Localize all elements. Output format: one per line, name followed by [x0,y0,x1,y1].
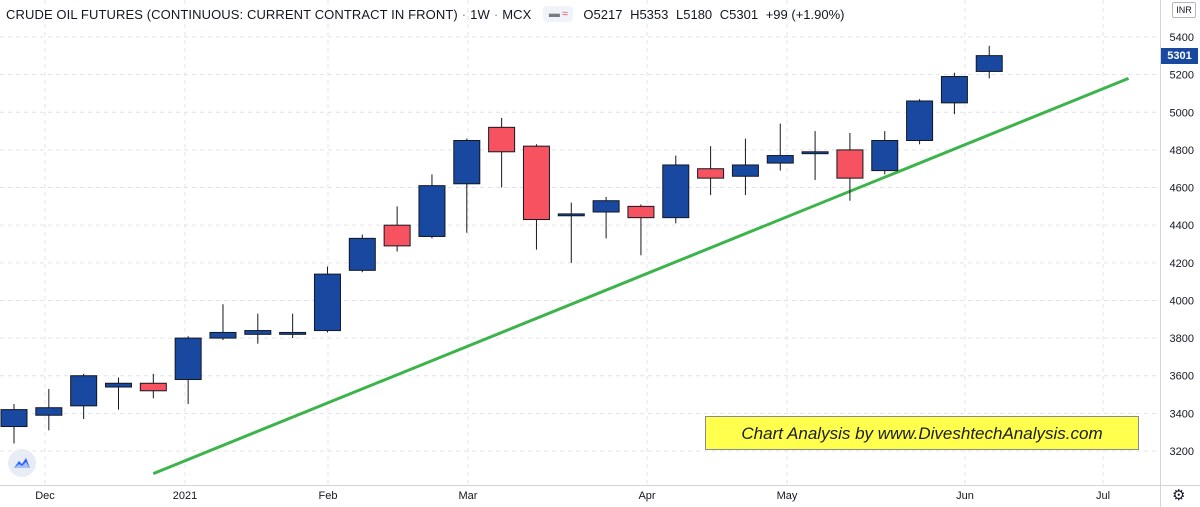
ohlc-legend: O5217 H5353 L5180 C5301 +99 (+1.90%) [583,7,848,22]
open-value: 5217 [593,6,623,22]
candle-body [70,375,98,407]
low-label: L [676,6,684,22]
candle-body [209,331,237,339]
candle-body [488,126,516,153]
candle-body [592,200,620,213]
change-value: +99 (+1.90%) [765,6,845,22]
low-value: 5180 [683,6,713,22]
y-tick-label: 5400 [1170,32,1194,44]
candle-body [801,151,829,155]
high-label: H [630,6,640,22]
currency-label[interactable]: INR [1172,2,1196,18]
x-tick-label: Jun [956,490,974,502]
candle-body [731,164,759,177]
x-tick-label: Jul [1096,490,1110,502]
candle-body [0,409,28,428]
candle-body [453,140,481,185]
x-tick-label: Mar [459,490,478,502]
high-value: 5353 [639,6,669,22]
candle-body [313,273,341,332]
candle-body [104,382,132,388]
header-separator: · [461,6,467,22]
candle-body [174,337,202,380]
y-tick-label: 4800 [1170,145,1194,157]
candle-body [871,140,899,172]
y-tick-label: 4600 [1170,183,1194,195]
y-tick-label: 5200 [1170,70,1194,82]
y-tick-label: 4400 [1170,220,1194,232]
exchange-label: MCX [502,6,532,22]
x-tick-label: Apr [638,490,655,502]
close-label: C [719,6,730,22]
symbol-title[interactable]: CRUDE OIL FUTURES (CONTINUOUS: CURRENT C… [6,6,458,22]
y-tick-label: 5000 [1170,107,1194,119]
candle-body [836,149,864,179]
candle-body [662,164,690,219]
candle-body [906,100,934,141]
candle-body [766,155,794,164]
x-tick-label: Feb [319,490,338,502]
candle-body [348,237,376,271]
logo-shape [14,458,30,468]
x-tick-label: 2021 [173,490,197,502]
trendline [152,77,1130,475]
y-tick-label: 4200 [1170,258,1194,270]
candle-body [522,145,550,221]
header-separator: · [493,6,499,22]
x-tick-label: Dec [35,490,55,502]
candle-body [139,382,167,392]
candle-body [244,330,272,335]
close-value: 5301 [729,6,759,22]
candle-body [279,331,307,335]
y-tick-label: 3600 [1170,371,1194,383]
candle-body [940,76,968,104]
candle-body [697,168,725,179]
logo-mountain-inner [14,462,30,468]
candle-body [383,224,411,247]
wave-icon: ≈ [561,8,568,20]
y-tick-label: 3200 [1170,446,1194,458]
y-tick-label: 4000 [1170,295,1194,307]
gear-icon[interactable]: ⚙ [1172,487,1186,504]
candle-body [557,213,585,217]
tradingview-logo-icon[interactable] [8,449,36,477]
open-label: O [583,6,594,22]
y-tick-label: 3800 [1170,333,1194,345]
candle-body [975,55,1003,72]
candle-body [418,185,446,237]
minus-icon: ▬ [548,8,560,20]
candle-body [627,205,655,219]
watermark-banner: Chart Analysis by www.DiveshtechAnalysis… [705,416,1139,450]
y-tick-label: 3400 [1170,408,1194,420]
chart-header: CRUDE OIL FUTURES (CONTINUOUS: CURRENT C… [6,5,849,23]
last-price-tag: 5301 [1161,48,1198,64]
x-tick-label: May [777,490,798,502]
candle-body [35,407,63,416]
interval-label[interactable]: 1W [470,6,490,22]
compare-toggle-button[interactable]: ▬ ≈ [543,6,574,22]
